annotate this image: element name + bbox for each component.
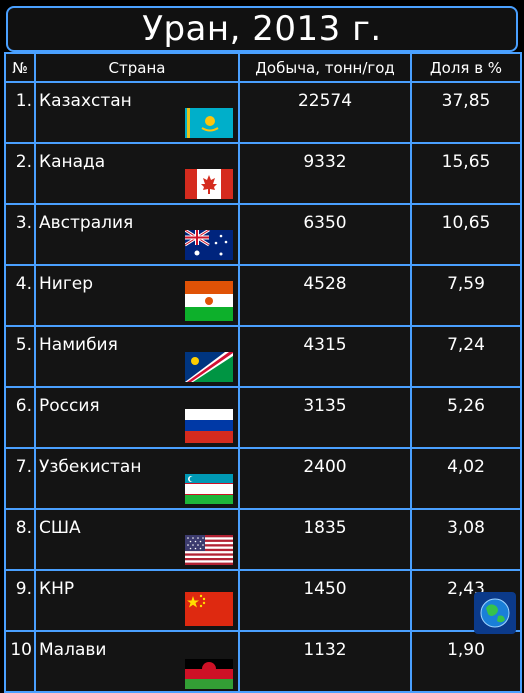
table-row: 5. Намибия 4315 7,24 [4, 325, 522, 388]
uzbekistan-flag [185, 474, 233, 504]
share-value: 15,65 [410, 142, 522, 205]
production-value: 4315 [238, 325, 412, 388]
header-country: Страна [34, 52, 240, 83]
country-name: Намибия [39, 335, 118, 355]
country-cell: США [34, 508, 240, 571]
row-num: 4. [4, 264, 36, 327]
row-num: 3. [4, 203, 36, 266]
country-cell: Малави [34, 630, 240, 693]
country-cell: Австралия [34, 203, 240, 266]
production-value: 1132 [238, 630, 412, 693]
namibia-flag [185, 352, 233, 382]
row-num: 10 [4, 630, 36, 693]
malawi-flag [185, 659, 233, 689]
share-value: 7,24 [410, 325, 522, 388]
usa-flag [185, 535, 233, 565]
country-cell: Узбекистан [34, 447, 240, 510]
share-value: 1,90 [410, 630, 522, 693]
row-num: 9. [4, 569, 36, 632]
row-num: 1. [4, 81, 36, 144]
country-name: Австралия [39, 213, 134, 233]
production-value: 2400 [238, 447, 412, 510]
russia-flag [185, 409, 233, 443]
table-row: 8. США [4, 508, 522, 571]
title-box: Уран, 2013 г. [6, 6, 518, 52]
production-value: 22574 [238, 81, 412, 144]
share-value: 37,85 [410, 81, 522, 144]
production-value: 4528 [238, 264, 412, 327]
canada-flag [185, 169, 233, 199]
production-value: 1835 [238, 508, 412, 571]
row-num: 5. [4, 325, 36, 388]
production-value: 1450 [238, 569, 412, 632]
table-row: 6. Россия 3135 5,26 [4, 386, 522, 449]
australia-flag [185, 230, 233, 260]
country-cell: Намибия [34, 325, 240, 388]
country-cell: Казахстан [34, 81, 240, 144]
row-num: 6. [4, 386, 36, 449]
production-value: 3135 [238, 386, 412, 449]
globe-logo-icon [474, 592, 516, 634]
production-value: 6350 [238, 203, 412, 266]
kazakhstan-flag [185, 108, 233, 138]
country-name: Узбекистан [39, 457, 142, 477]
table-row: 2. Канада 9332 15,65 [4, 142, 522, 205]
country-name: КНР [39, 579, 75, 599]
niger-flag [185, 281, 233, 321]
row-num: 2. [4, 142, 36, 205]
country-name: Казахстан [39, 91, 132, 111]
country-name: Нигер [39, 274, 94, 294]
table-row: 1. Казахстан 22574 37,85 [4, 81, 522, 144]
row-num: 8. [4, 508, 36, 571]
table-row: 9. КНР 1450 2,43 [4, 569, 522, 632]
row-num: 7. [4, 447, 36, 510]
page-title: Уран, 2013 г. [142, 9, 382, 49]
country-cell: Россия [34, 386, 240, 449]
header-production: Добыча, тонн/год [238, 52, 412, 83]
table-row: 4. Нигер 4528 7,59 [4, 264, 522, 327]
header-share: Доля в % [410, 52, 522, 83]
share-value: 4,02 [410, 447, 522, 510]
country-name: США [39, 518, 81, 538]
country-cell: Нигер [34, 264, 240, 327]
share-value: 7,59 [410, 264, 522, 327]
country-name: Россия [39, 396, 100, 416]
country-name: Малави [39, 640, 107, 660]
share-value: 3,08 [410, 508, 522, 571]
table-row: 7. Узбекистан 2400 4,02 [4, 447, 522, 510]
country-cell: Канада [34, 142, 240, 205]
share-value: 10,65 [410, 203, 522, 266]
header-num: № [4, 52, 36, 83]
header-row: № Страна Добыча, тонн/год Доля в % [4, 52, 522, 83]
share-value: 5,26 [410, 386, 522, 449]
country-cell: КНР [34, 569, 240, 632]
china-flag [185, 592, 233, 626]
table-row: 3. Австралия [4, 203, 522, 266]
uranium-table: № Страна Добыча, тонн/год Доля в % 1. Ка… [4, 52, 522, 693]
country-name: Канада [39, 152, 106, 172]
production-value: 9332 [238, 142, 412, 205]
table-row: 10 Малави 1132 1,90 [4, 630, 522, 693]
